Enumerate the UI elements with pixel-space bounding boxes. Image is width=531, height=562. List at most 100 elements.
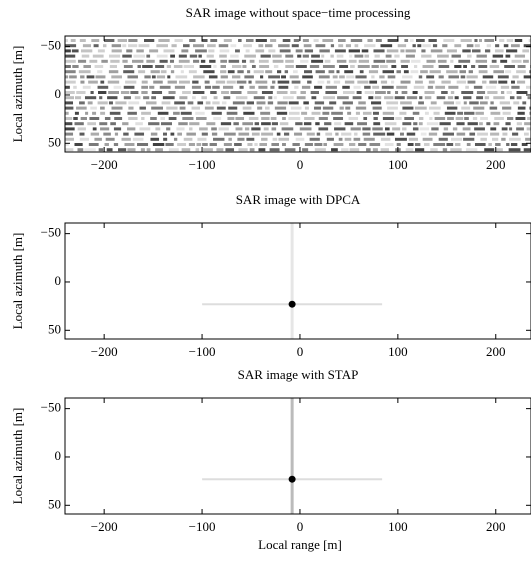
texture	[497, 75, 509, 79]
texture	[301, 111, 308, 115]
texture	[260, 75, 264, 79]
texture	[501, 127, 508, 131]
texture	[149, 85, 155, 89]
texture	[502, 132, 508, 136]
texture	[484, 49, 491, 53]
texture	[95, 75, 106, 79]
texture	[522, 49, 530, 53]
texture	[247, 70, 251, 74]
y-tick-label: 0	[55, 86, 62, 101]
texture	[128, 101, 140, 105]
texture	[372, 106, 382, 110]
texture	[364, 44, 376, 48]
texture	[294, 85, 299, 89]
texture	[296, 96, 306, 100]
texture	[324, 122, 332, 126]
texture	[195, 111, 205, 115]
texture	[463, 137, 475, 141]
texture	[187, 101, 194, 105]
texture	[150, 137, 160, 141]
texture	[447, 117, 454, 120]
texture	[166, 106, 178, 110]
texture	[144, 39, 155, 42]
texture	[271, 143, 279, 146]
texture	[426, 59, 436, 63]
texture	[230, 44, 237, 48]
texture	[137, 65, 141, 68]
texture	[386, 59, 396, 63]
texture	[316, 132, 321, 136]
texture	[242, 65, 247, 68]
texture	[156, 54, 168, 58]
texture	[255, 39, 267, 42]
texture	[465, 85, 469, 89]
texture	[441, 91, 448, 94]
texture	[139, 127, 151, 131]
texture	[355, 75, 367, 79]
axes-frame	[64, 35, 531, 153]
texture	[492, 54, 504, 58]
texture	[488, 143, 492, 146]
texture	[345, 106, 351, 110]
texture	[414, 143, 421, 146]
texture	[213, 137, 225, 141]
texture	[484, 96, 490, 100]
texture	[65, 143, 69, 146]
texture	[167, 75, 171, 79]
texture	[322, 65, 335, 68]
texture	[201, 39, 208, 42]
texture	[219, 49, 230, 53]
texture	[70, 39, 76, 42]
texture	[168, 148, 179, 152]
texture	[65, 137, 74, 141]
texture	[429, 106, 441, 110]
texture	[128, 117, 138, 120]
texture	[382, 117, 395, 120]
texture	[272, 80, 276, 84]
texture	[408, 137, 418, 141]
texture	[65, 44, 77, 48]
texture	[371, 101, 382, 105]
texture	[258, 44, 264, 48]
texture	[65, 85, 70, 89]
texture	[526, 85, 531, 89]
texture	[511, 80, 515, 84]
texture	[278, 137, 290, 141]
texture	[494, 117, 504, 120]
texture	[144, 75, 151, 79]
texture	[490, 127, 497, 131]
texture	[89, 117, 100, 120]
texture	[501, 137, 506, 141]
texture	[196, 143, 202, 146]
texture	[503, 44, 509, 48]
chart-title: SAR image with STAP	[238, 367, 359, 382]
texture	[199, 65, 212, 68]
texture	[242, 106, 252, 110]
texture	[391, 65, 397, 68]
texture	[358, 101, 366, 105]
texture	[527, 117, 531, 120]
texture	[344, 137, 352, 141]
texture	[65, 75, 69, 79]
texture	[243, 111, 255, 115]
texture	[290, 106, 302, 110]
texture	[156, 75, 166, 79]
texture	[422, 44, 431, 48]
texture	[82, 44, 92, 48]
texture	[303, 122, 312, 126]
texture	[418, 75, 423, 79]
texture	[195, 49, 207, 53]
texture	[386, 101, 399, 105]
texture	[450, 59, 454, 63]
texture	[521, 143, 528, 146]
texture	[463, 101, 467, 105]
texture	[259, 143, 268, 146]
texture	[76, 91, 86, 94]
texture	[245, 49, 250, 53]
texture	[458, 59, 471, 63]
texture	[379, 65, 388, 68]
texture	[466, 75, 478, 79]
texture	[193, 75, 205, 79]
texture	[108, 70, 119, 74]
texture	[126, 49, 133, 53]
